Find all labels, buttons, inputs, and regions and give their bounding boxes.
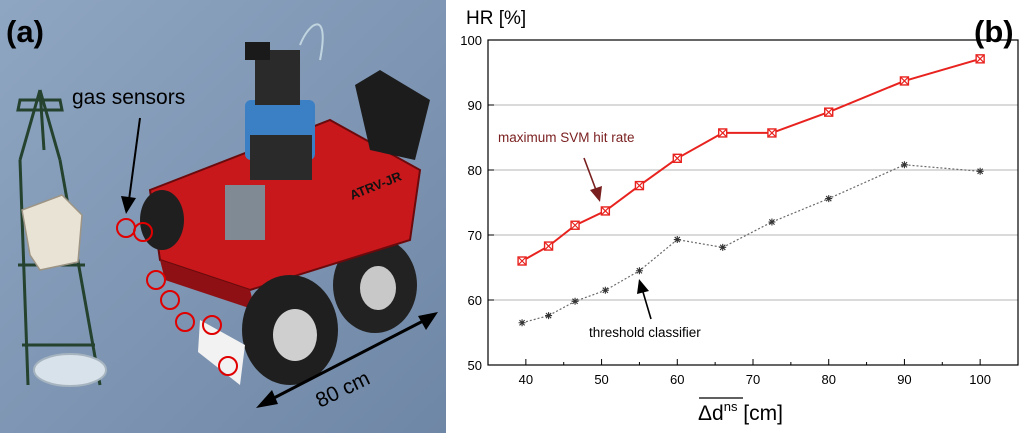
front-bumper-plate: [198, 320, 245, 385]
threshold-point: [518, 319, 526, 327]
threshold-point: [673, 236, 681, 244]
threshold-point: [719, 243, 727, 251]
point-cross: [635, 181, 644, 191]
sensor-marker: [146, 270, 166, 290]
robot: ATRV-JR: [140, 23, 430, 385]
chart-panel-label: (b): [974, 14, 1014, 49]
svm-label-arrow: [583, 157, 602, 202]
y-tick-label: 90: [468, 98, 482, 113]
sensor-marker: [218, 356, 238, 376]
chart-grid: [488, 104, 1018, 301]
chart-series: [517, 54, 985, 327]
x-tick-label: 60: [670, 372, 684, 387]
gas-sensor-markers: [116, 218, 238, 376]
gas-sensors-label: gas sensors: [72, 86, 185, 109]
y-axis-label: HR [%]: [466, 8, 526, 29]
plot-frame: [487, 39, 1019, 366]
sensor-marker: [175, 312, 195, 332]
photo-panel-label: (a): [6, 14, 44, 49]
gas-sensors-arrow: [121, 117, 141, 214]
svm-point: [975, 54, 985, 64]
svm-line: [521, 57, 981, 262]
point-cross: [570, 220, 580, 230]
sensor-marker: [133, 222, 153, 242]
x-tick-label: 80: [821, 372, 835, 387]
point-cross: [517, 256, 527, 266]
distance-arrow: [256, 312, 438, 408]
y-tick-label: 80: [468, 163, 482, 178]
threshold-series-label: threshold classifier: [589, 325, 701, 340]
point-cross: [767, 128, 777, 138]
threshold-line: [521, 164, 981, 324]
threshold-point: [768, 218, 776, 226]
x-axis-label-unit: [cm]: [737, 402, 783, 425]
x-axis-label: Δdns [cm]: [698, 399, 783, 425]
threshold-point: [900, 161, 908, 169]
robot-photo-panel: ATRV-JR (a) gas sensors 80 cm: [0, 0, 446, 433]
threshold-point: [601, 286, 609, 294]
y-tick-label: 50: [468, 358, 482, 373]
svm-point: [672, 153, 682, 164]
chart-axes: 50 60 70 80 90 100 40 50 60 70 80 90 100: [460, 33, 1019, 387]
svm-point: [899, 76, 910, 86]
point-cross: [600, 206, 610, 216]
svm-point: [517, 256, 527, 266]
glass-bowl: [33, 353, 107, 387]
cardboard-box: [21, 194, 83, 271]
wire-tower: [16, 89, 102, 386]
svm-point: [600, 206, 611, 216]
robot-back-panel: [355, 70, 430, 160]
x-axis-label-main: Δd: [698, 402, 724, 425]
threshold-point: [976, 167, 984, 175]
x-axis-label-sup: ns: [724, 399, 738, 414]
x-tick-label: 40: [519, 372, 533, 387]
threshold-point: [571, 297, 579, 305]
x-tick-label: 90: [897, 372, 911, 387]
y-tick-label: 60: [468, 293, 482, 308]
point-cross: [900, 76, 909, 86]
svm-series-label: maximum SVM hit rate: [498, 130, 635, 145]
point-cross: [672, 153, 682, 163]
y-tick-label: 100: [460, 33, 482, 48]
svm-point: [634, 180, 645, 191]
y-tick-label: 70: [468, 228, 482, 243]
svm-point: [824, 107, 834, 117]
sensor-marker: [160, 290, 180, 310]
threshold-point: [545, 312, 553, 320]
point-cross: [975, 54, 985, 64]
svm-point: [570, 220, 580, 230]
x-tick-label: 100: [969, 372, 991, 387]
threshold-label-arrow: [637, 279, 652, 320]
svm-point: [767, 128, 777, 138]
point-cross: [718, 128, 728, 138]
sensor-marker: [202, 315, 222, 335]
x-tick-label: 70: [746, 372, 760, 387]
svm-point: [718, 128, 728, 138]
threshold-point: [825, 195, 833, 203]
threshold-point: [635, 267, 643, 275]
svm-point: [543, 241, 554, 251]
point-cross: [824, 107, 834, 117]
x-tick-label: 50: [594, 372, 608, 387]
point-cross: [544, 241, 553, 251]
